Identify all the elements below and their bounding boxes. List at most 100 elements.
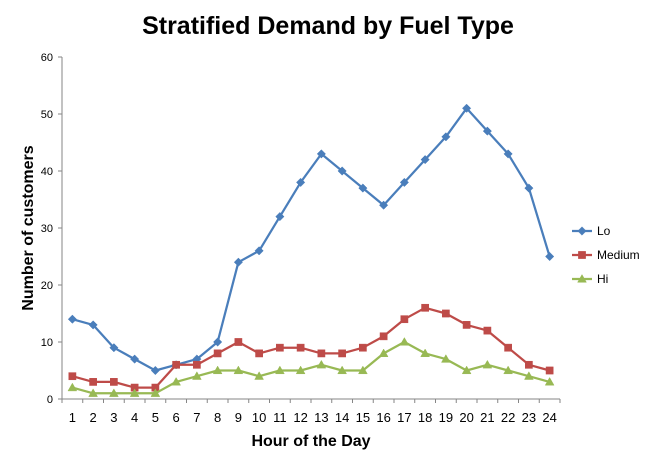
data-point-hi [544,376,555,386]
x-tick-label: 10 [252,410,266,425]
x-tick-label: 3 [110,410,117,425]
data-point-lo [275,212,285,222]
series-hi [67,337,555,397]
data-point-hi [88,388,98,397]
data-point-lo [316,149,326,159]
data-point-lo [130,354,140,364]
data-point-hi [109,388,119,397]
data-point-lo [462,103,472,113]
x-tick-label: 2 [90,410,97,425]
y-tick-label: 50 [41,109,53,121]
series-lo [67,103,555,376]
data-point-lo [233,257,243,267]
data-point-medium [379,332,388,341]
x-tick-label: 16 [376,410,390,425]
x-tick-label: 22 [501,410,515,425]
data-point-lo [399,177,409,187]
legend-marker-lo [577,226,587,236]
x-tick-label: 17 [397,410,411,425]
y-tick-label: 10 [41,337,53,349]
x-tick-label: 7 [193,410,200,425]
legend-label-medium: Medium [597,248,640,262]
data-point-medium [421,303,429,312]
x-tick-label: 24 [542,410,556,425]
data-point-medium [462,321,471,329]
data-point-lo [296,177,306,187]
data-point-medium [400,315,409,324]
data-point-medium [213,349,222,358]
data-point-hi [441,354,451,363]
x-tick-label: 12 [293,410,307,425]
data-point-lo [213,337,223,347]
legend-label-hi: Hi [597,272,608,286]
data-point-lo [420,155,430,165]
data-point-hi [67,382,78,392]
x-tick-label: 8 [214,410,221,425]
x-tick-label: 20 [459,410,473,425]
data-point-hi [337,365,347,375]
series-line-medium [72,306,550,389]
data-point-lo [88,320,98,330]
series-medium [68,303,554,392]
chart-title: Stratified Demand by Fuel Type [142,12,514,40]
legend-item-hi: Hi [572,272,608,286]
x-tick-label: 1 [69,410,76,425]
legend-item-lo: Lo [572,224,611,238]
data-point-hi [192,371,202,380]
data-point-medium [172,360,180,369]
legend-marker-hi [577,274,587,283]
data-point-medium [359,343,367,352]
data-point-medium [193,360,201,369]
data-point-lo [109,343,119,353]
y-axis-title: Number of customers [20,145,37,310]
y-tick-label: 30 [41,223,53,235]
y-tick-label: 60 [41,52,53,64]
x-tick-label: 14 [335,410,349,425]
x-tick-label: 13 [314,410,328,425]
data-point-lo [150,365,160,376]
data-point-hi [233,365,244,375]
data-point-hi [524,371,534,380]
legend-marker-medium [578,251,586,259]
data-point-lo [358,183,368,193]
data-point-medium [338,349,346,358]
data-point-lo [254,246,264,256]
x-tick-label: 5 [152,410,159,425]
y-tick-label: 20 [41,280,53,292]
data-point-medium [234,338,243,346]
data-point-lo [545,251,555,262]
x-tick-label: 11 [273,410,287,425]
data-point-lo [337,166,347,176]
data-point-hi [420,348,430,357]
x-tick-label: 15 [356,410,370,425]
x-tick-label: 21 [480,410,494,425]
x-tick-label: 23 [522,410,536,425]
data-point-medium [442,309,450,318]
data-point-hi [171,376,181,386]
x-tick-label: 18 [418,410,432,425]
data-point-lo [67,314,77,324]
data-point-medium [525,360,533,369]
data-point-hi [358,365,368,375]
data-point-hi [399,337,410,346]
data-point-lo [441,132,451,142]
x-tick-label: 6 [173,410,180,425]
data-point-medium [255,349,263,358]
data-point-hi [295,365,306,375]
data-point-hi [275,365,285,375]
data-point-medium [317,349,326,358]
data-point-medium [483,326,492,335]
x-tick-label: 9 [235,410,242,425]
data-point-medium [545,366,554,375]
data-point-medium [110,378,118,386]
data-point-lo [482,126,492,136]
legend-item-medium: Medium [572,248,640,262]
legend-label-lo: Lo [597,224,611,238]
data-point-hi [482,359,493,369]
legend: Lo Medium Hi [572,224,640,286]
x-axis-title: Hour of the Day [251,433,370,450]
data-point-hi [212,365,223,375]
